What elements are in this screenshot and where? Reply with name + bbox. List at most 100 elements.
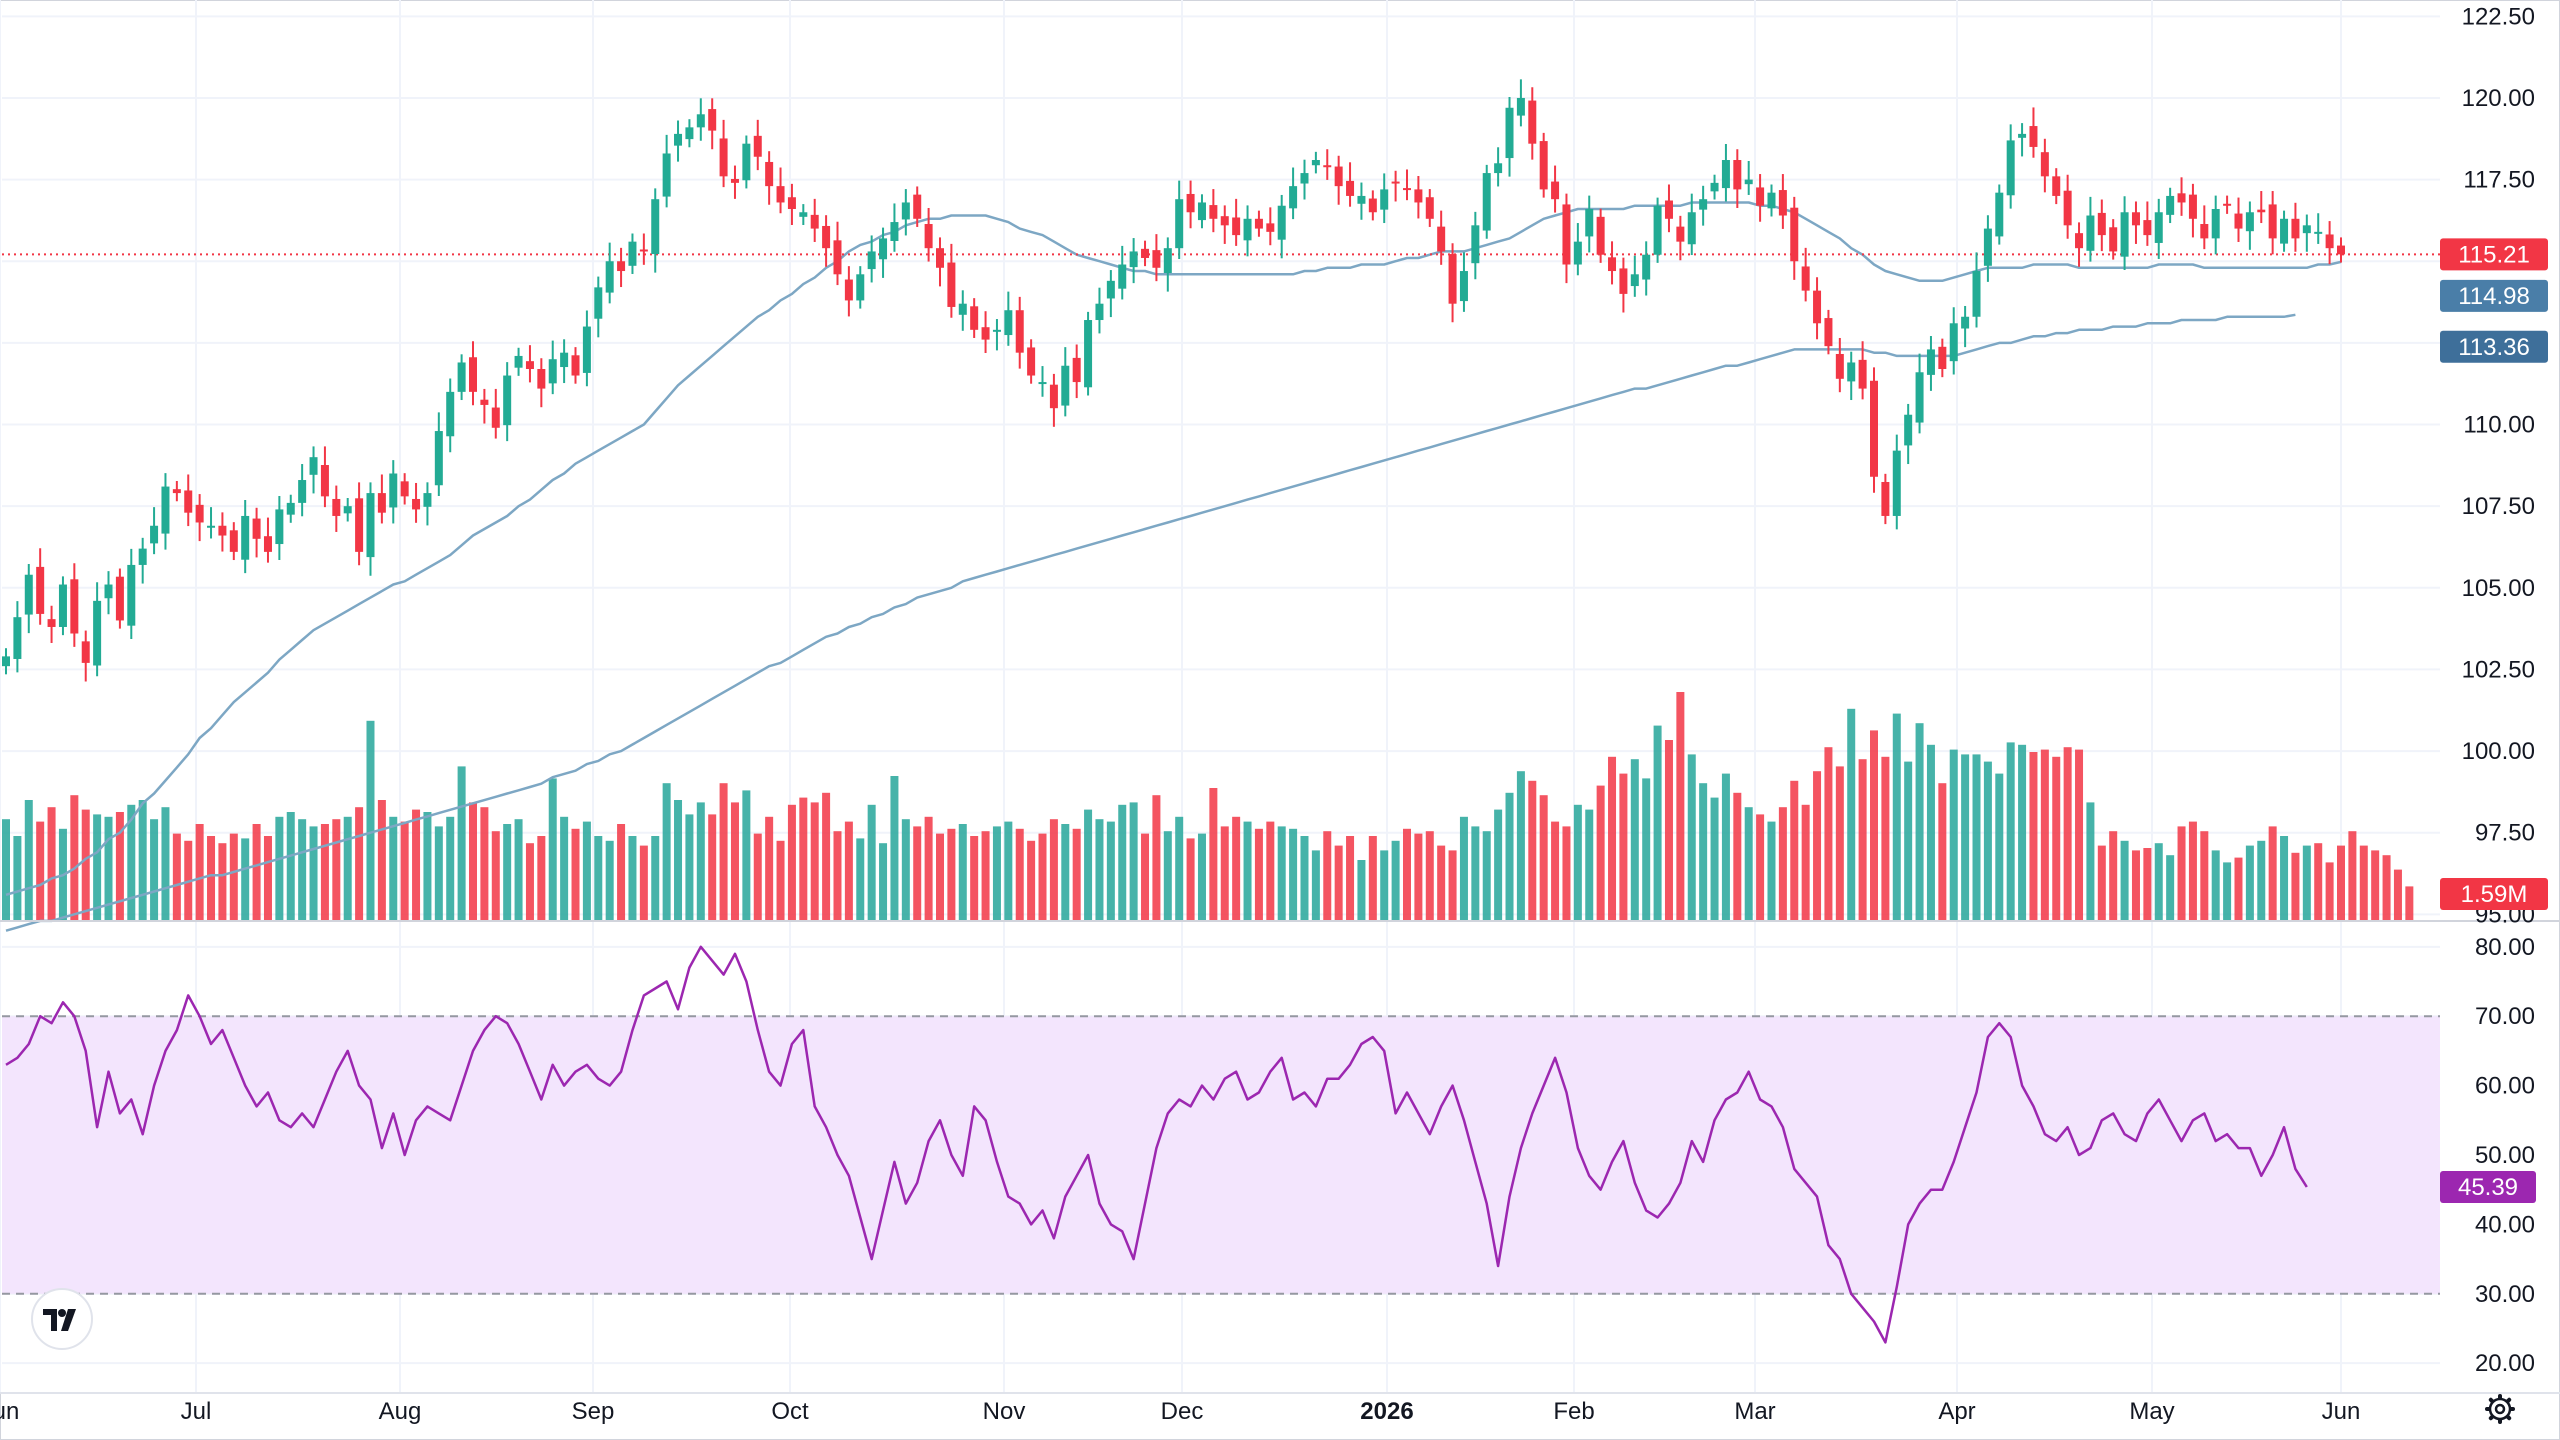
candle-body (719, 138, 728, 177)
candle-body (423, 493, 432, 507)
candle-body (1733, 160, 1742, 190)
volume-bar (1835, 766, 1844, 920)
candle-body (1630, 274, 1639, 287)
candle-body (1881, 481, 1890, 516)
candle-body (1197, 202, 1206, 221)
candle-body (1721, 160, 1730, 189)
volume-bar (1938, 783, 1947, 920)
rsi-tick-label: 50.00 (2475, 1142, 2535, 1169)
volume-bar (1152, 795, 1161, 920)
candle-body (844, 279, 853, 301)
candle-body (560, 352, 569, 368)
volume-bar (696, 802, 705, 920)
candle-body (58, 584, 67, 627)
volume-bar (1459, 816, 1468, 920)
candle-body (2234, 213, 2243, 229)
volume-bar (1391, 840, 1400, 920)
volume-bar (2, 819, 10, 920)
candle-body (1072, 357, 1081, 383)
candle-body (1254, 218, 1263, 229)
candle-body (457, 362, 466, 392)
volume-bar (1744, 807, 1753, 920)
rsi-axis[interactable]: 80.00 70.00 60.00 50.00 40.00 30.00 20.00 (2475, 934, 2535, 1377)
time-tick-label: Apr (1938, 1398, 1975, 1425)
volume-bars (2, 692, 2414, 920)
volume-bar (1380, 850, 1389, 920)
volume-bar (2325, 862, 2334, 920)
candlestick-series (2, 79, 2345, 682)
volume-bar (685, 814, 694, 920)
candle-body (81, 641, 90, 663)
candle-body (320, 465, 329, 497)
volume-bar (2382, 855, 2391, 920)
volume-bar (1892, 713, 1901, 920)
volume-bar (1106, 821, 1115, 920)
gear-icon[interactable] (2485, 1394, 2515, 1424)
candle-body (1949, 323, 1958, 362)
candle-body (1767, 192, 1776, 209)
volume-bar (1186, 838, 1195, 920)
candle-body (913, 194, 922, 219)
volume-bar (24, 800, 33, 920)
volume-bar (1756, 814, 1765, 920)
volume-bar (936, 833, 944, 920)
time-tick-label: Sep (572, 1398, 615, 1425)
volume-bar (833, 831, 842, 920)
candle-body (1756, 187, 1765, 206)
candle-body (617, 261, 626, 272)
candle-body (537, 369, 546, 389)
volume-bar (1095, 819, 1104, 920)
rsi-tick-label: 40.00 (2475, 1211, 2535, 1238)
time-axis[interactable]: Jun Jul Aug Sep Oct Nov Dec 2026 Feb Mar Apr May Jun (0, 1398, 2360, 1425)
volume-bar (525, 843, 534, 920)
volume-bar (799, 797, 808, 920)
candle-body (1209, 205, 1218, 219)
price-axis[interactable]: 122.50120.00117.50115.00112.50110.00107.… (2462, 3, 2535, 928)
candle-body (2018, 133, 2027, 138)
volume-bar (1163, 831, 1172, 920)
candle-body (2120, 212, 2129, 257)
volume-bar (1220, 826, 1229, 920)
candle-body (469, 357, 477, 392)
volume-bar (2120, 840, 2129, 920)
volume-bar (582, 821, 591, 920)
volume-bar (2348, 831, 2357, 920)
ma200-label: 113.36 (2458, 334, 2530, 361)
candle-body (651, 199, 660, 255)
volume-bar (1676, 692, 1685, 920)
volume-bar (1562, 826, 1571, 920)
volume-bar (2405, 886, 2414, 920)
candle-body (1152, 250, 1161, 268)
volume-bar (412, 809, 421, 920)
volume-bar (1243, 821, 1252, 920)
volume-bar (2371, 850, 2380, 920)
volume-bar (594, 836, 603, 920)
volume-bar (1482, 831, 1491, 920)
candle-body (1175, 199, 1184, 249)
volume-bar (1710, 797, 1719, 920)
candle-body (1471, 225, 1480, 264)
candle-body (184, 490, 193, 513)
candle-body (13, 617, 22, 659)
tradingview-logo-icon[interactable] (31, 1288, 93, 1350)
price-tick-label: 97.50 (2475, 820, 2535, 847)
pane-separators[interactable] (0, 920, 2560, 1394)
volume-bar (469, 802, 477, 920)
candle-body (1334, 166, 1343, 187)
candle-body (36, 566, 45, 614)
volume-bar (343, 816, 352, 920)
volume-bar (617, 824, 626, 920)
candle-body (662, 153, 671, 197)
candle-body (2268, 204, 2277, 239)
candle-body (2325, 234, 2334, 249)
volume-bar (1528, 780, 1537, 920)
volume-bar (1870, 730, 1878, 920)
volume-bar (514, 819, 523, 920)
volume-bar (1300, 836, 1309, 920)
volume-bar (1972, 754, 1981, 920)
volume-bar (1015, 828, 1024, 920)
volume-bar (366, 720, 375, 920)
volume-bar (844, 821, 853, 920)
volume-bar (1813, 771, 1822, 920)
